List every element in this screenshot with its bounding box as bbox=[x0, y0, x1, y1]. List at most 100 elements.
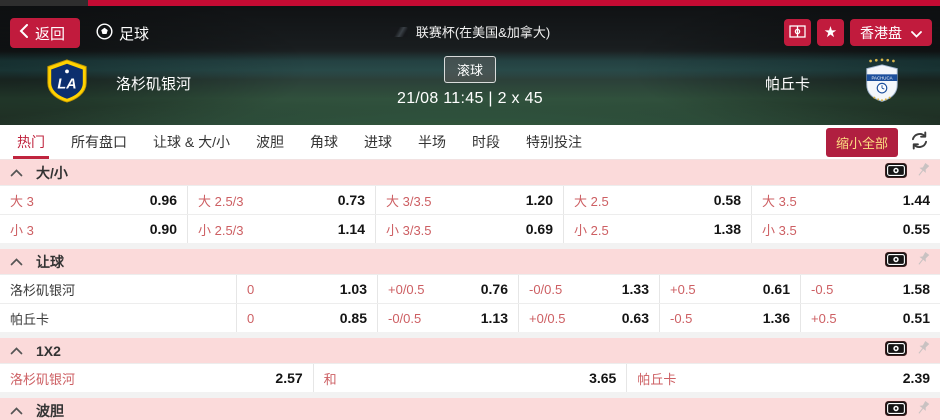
odds-cell[interactable]: 洛杉矶银河 2.57 bbox=[0, 364, 314, 392]
tab-0[interactable]: 热门 bbox=[4, 125, 58, 159]
football-icon bbox=[96, 22, 113, 44]
odds-value: 1.38 bbox=[713, 221, 741, 237]
odds-row: 洛杉矶银河 2.57 和 3.65 帕丘卡 2.39 bbox=[0, 363, 940, 392]
pin-icon[interactable] bbox=[916, 162, 930, 183]
eye-toggle-icon[interactable] bbox=[885, 400, 907, 420]
collapse-all-button[interactable]: 缩小全部 bbox=[825, 127, 898, 157]
odds-value: 1.36 bbox=[762, 310, 790, 326]
section-header-3[interactable]: 波胆 bbox=[0, 398, 940, 420]
tab-3[interactable]: 波胆 bbox=[256, 134, 285, 150]
odds-cell[interactable]: +0/0.5 0.76 bbox=[378, 275, 519, 303]
odds-label: 帕丘卡 bbox=[637, 371, 677, 387]
odds-label: -0.5 bbox=[670, 310, 693, 326]
odds-cell[interactable]: 和 3.65 bbox=[314, 364, 628, 392]
market-section-3: 波胆 bbox=[0, 398, 940, 420]
section-header-0[interactable]: 大/小 bbox=[0, 160, 940, 185]
odds-cell[interactable]: +0.5 0.61 bbox=[660, 275, 801, 303]
tab-4[interactable]: 角球 bbox=[310, 134, 339, 150]
odds-cell[interactable]: 小 3/3.5 0.69 bbox=[376, 215, 564, 243]
markets: 大/小大 3 0.96 大 2.5/3 0.73 大 3/3.5 1.20 大 2.5 0.5… bbox=[0, 160, 940, 420]
odds-value: 1.14 bbox=[337, 221, 365, 237]
market-tabs-bar: 热门 所有盘口 让球 & 大/小 波胆 角球 进球 半场 时段 特别投注 缩小全部 bbox=[0, 125, 940, 160]
odds-label: -0/0.5 bbox=[529, 281, 563, 297]
tabs-actions: 缩小全部 bbox=[825, 125, 932, 159]
team-name-cell: 洛杉矶银河 bbox=[0, 275, 237, 303]
odds-cell[interactable]: +0/0.5 0.63 bbox=[519, 304, 660, 332]
odds-cell[interactable]: 大 2.5 0.58 bbox=[564, 186, 752, 214]
tabs: 热门 所有盘口 让球 & 大/小 波胆 角球 进球 半场 时段 特别投注 bbox=[4, 125, 595, 159]
tab-8[interactable]: 特别投注 bbox=[526, 134, 583, 150]
pitch-icon bbox=[789, 24, 806, 41]
odds-cell[interactable]: +0.5 0.51 bbox=[801, 304, 940, 332]
pin-icon[interactable] bbox=[916, 251, 930, 272]
favorite-button[interactable]: ★ bbox=[817, 19, 844, 46]
tab-2[interactable]: 让球 & 大/小 bbox=[153, 134, 231, 150]
section-header-icons bbox=[885, 251, 930, 272]
away-badge-text: PACHUCA bbox=[871, 75, 892, 80]
odds-cell[interactable]: 0 0.85 bbox=[237, 304, 378, 332]
tab-7[interactable]: 时段 bbox=[472, 134, 501, 150]
odds-cell[interactable]: 帕丘卡 2.39 bbox=[627, 364, 940, 392]
odds-cell[interactable]: -0/0.5 1.33 bbox=[519, 275, 660, 303]
chevron-left-icon bbox=[19, 24, 28, 42]
top-progress-strip bbox=[0, 0, 940, 6]
chevron-up-icon bbox=[10, 342, 23, 360]
back-button[interactable]: 返回 bbox=[10, 18, 81, 48]
odds-value: 0.73 bbox=[337, 192, 365, 208]
eye-toggle-icon[interactable] bbox=[885, 340, 907, 361]
tab-5[interactable]: 进球 bbox=[364, 134, 393, 150]
odds-value: 1.03 bbox=[339, 281, 367, 297]
back-button-label: 返回 bbox=[35, 25, 66, 43]
odds-label: 小 2.5 bbox=[574, 222, 609, 238]
chevron-down-icon bbox=[911, 25, 922, 41]
pin-icon[interactable] bbox=[916, 400, 930, 420]
odds-label: 小 3 bbox=[10, 222, 34, 238]
tab-1[interactable]: 所有盘口 bbox=[71, 134, 127, 150]
odds-cell[interactable]: 大 3.5 1.44 bbox=[752, 186, 940, 214]
odds-label: 大 3.5 bbox=[762, 193, 797, 209]
odds-value: 0.55 bbox=[902, 221, 930, 237]
refresh-button[interactable] bbox=[909, 130, 930, 154]
eye-toggle-icon[interactable] bbox=[885, 251, 907, 272]
tab-6[interactable]: 半场 bbox=[418, 134, 447, 150]
odds-cell[interactable]: 小 2.5 1.38 bbox=[564, 215, 752, 243]
odds-value: 0.76 bbox=[480, 281, 508, 297]
odds-cell[interactable]: 大 3/3.5 1.20 bbox=[376, 186, 564, 214]
odds-row: 大 3 0.96 大 2.5/3 0.73 大 3/3.5 1.20 大 2.5 0.58 大 … bbox=[0, 185, 940, 214]
odds-cell[interactable]: -0.5 1.36 bbox=[660, 304, 801, 332]
odds-cell[interactable]: 0 1.03 bbox=[237, 275, 378, 303]
odds-cell[interactable]: 大 2.5/3 0.73 bbox=[188, 186, 376, 214]
odds-cell[interactable]: -0.5 1.58 bbox=[801, 275, 940, 303]
odds-cell[interactable]: 小 2.5/3 1.14 bbox=[188, 215, 376, 243]
odds-label: -0/0.5 bbox=[388, 310, 422, 326]
league-flag-icon bbox=[389, 26, 408, 37]
odds-value: 1.33 bbox=[621, 281, 649, 297]
odds-cell[interactable]: 小 3.5 0.55 bbox=[752, 215, 940, 243]
match-info: LA 洛杉矶银河 滚球 21/08 11:45 | 2 x 45 帕丘卡 PAC… bbox=[0, 55, 940, 125]
pin-icon[interactable] bbox=[916, 340, 930, 361]
home-team-name: 洛杉矶银河 bbox=[116, 76, 192, 93]
odds-type-dropdown[interactable]: 香港盘 bbox=[850, 19, 932, 46]
eye-toggle-icon[interactable] bbox=[885, 162, 907, 183]
nav-actions: ★ 香港盘 bbox=[784, 19, 932, 46]
section-header-icons bbox=[885, 162, 930, 183]
league-title: 联赛杯(在美国&加拿大) bbox=[0, 22, 940, 41]
odds-cell[interactable]: 大 3 0.96 bbox=[0, 186, 188, 214]
match-header: 返回 足球 联赛杯(在美国&加拿大) bbox=[0, 6, 940, 125]
odds-row: 小 3 0.90 小 2.5/3 1.14 小 3/3.5 0.69 小 2.5 1.38 小 … bbox=[0, 214, 940, 243]
odds-value: 0.63 bbox=[621, 310, 649, 326]
odds-value: 2.57 bbox=[275, 370, 303, 386]
team-name-cell: 帕丘卡 bbox=[0, 304, 237, 332]
odds-cell[interactable]: -0/0.5 1.13 bbox=[378, 304, 519, 332]
odds-row: 洛杉矶银河 0 1.03 +0/0.5 0.76 -0/0.5 1.33 +0.5 0.61 -0… bbox=[0, 274, 940, 303]
kickoff-time: 21/08 11:45 | 2 x 45 bbox=[397, 90, 543, 107]
odds-value: 1.44 bbox=[902, 192, 930, 208]
odds-label: 0 bbox=[247, 310, 255, 326]
odds-cell[interactable]: 小 3 0.90 bbox=[0, 215, 188, 243]
pitch-view-button[interactable] bbox=[784, 19, 811, 46]
section-title: 让球 bbox=[36, 253, 64, 270]
section-header-2[interactable]: 1X2 bbox=[0, 338, 940, 363]
odds-value: 1.20 bbox=[525, 192, 553, 208]
section-header-1[interactable]: 让球 bbox=[0, 249, 940, 274]
odds-label: 大 2.5 bbox=[574, 193, 609, 209]
